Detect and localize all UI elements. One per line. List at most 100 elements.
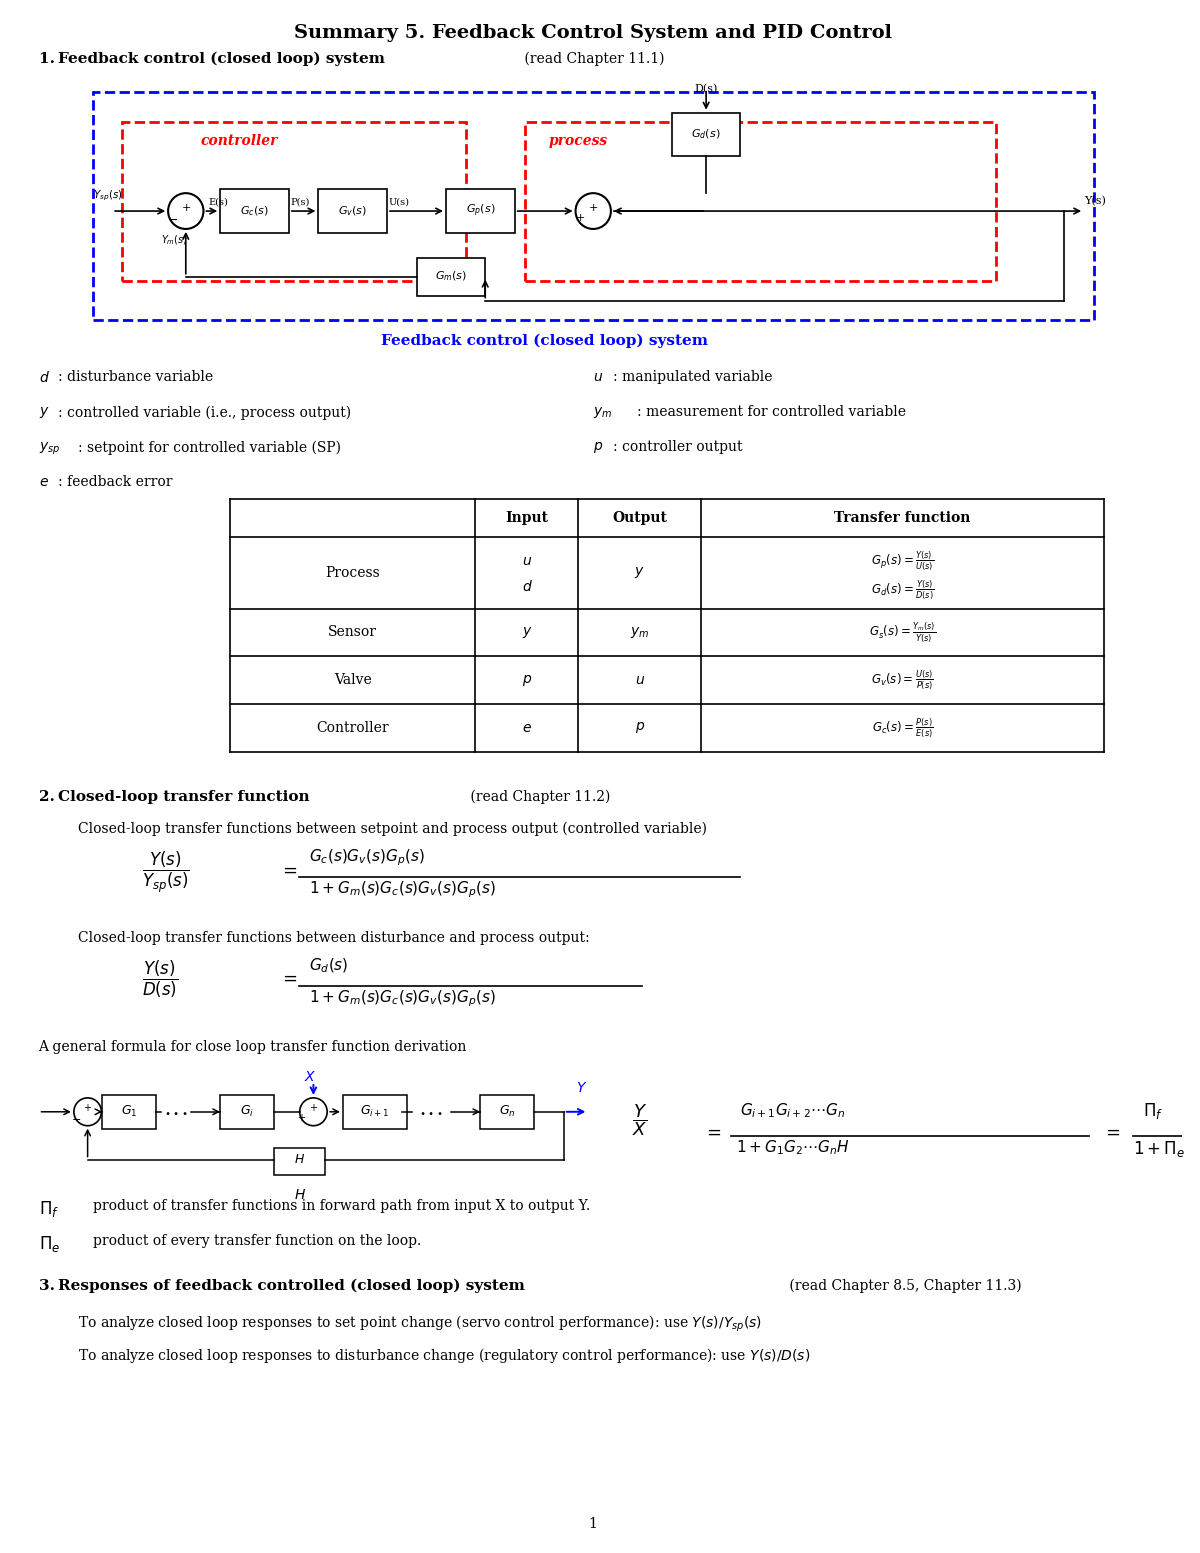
Text: $\dfrac{Y(s)}{Y_{sp}(s)}$: $\dfrac{Y(s)}{Y_{sp}(s)}$ <box>142 849 190 895</box>
Text: : measurement for controlled variable: : measurement for controlled variable <box>637 405 906 419</box>
Text: product of transfer functions in forward path from input X to output Y.: product of transfer functions in forward… <box>92 1199 589 1213</box>
Text: $G_{i+1}G_{i+2}\cdots G_n$: $G_{i+1}G_{i+2}\cdots G_n$ <box>740 1101 846 1120</box>
Text: $+$: $+$ <box>83 1103 92 1114</box>
Text: Process: Process <box>325 565 380 579</box>
FancyBboxPatch shape <box>416 258 485 295</box>
Text: $G_p(s) = \frac{Y(s)}{U(s)}$: $G_p(s) = \frac{Y(s)}{U(s)}$ <box>871 548 934 573</box>
Text: $G_m(s)$: $G_m(s)$ <box>434 270 467 284</box>
Text: : feedback error: : feedback error <box>58 475 173 489</box>
Text: $y$: $y$ <box>522 624 533 640</box>
Text: (read Chapter 11.1): (read Chapter 11.1) <box>520 51 664 67</box>
Text: A general formula for close loop transfer function derivation: A general formula for close loop transfe… <box>38 1041 467 1054</box>
FancyBboxPatch shape <box>102 1095 156 1129</box>
Text: $H$: $H$ <box>294 1188 306 1202</box>
Text: Input: Input <box>505 511 548 525</box>
Text: $y_m$: $y_m$ <box>593 405 613 421</box>
Text: $y$: $y$ <box>38 405 49 421</box>
Text: $\dfrac{Y}{X}$: $\dfrac{Y}{X}$ <box>632 1103 648 1138</box>
Text: $Y_m(s)$: $Y_m(s)$ <box>161 233 188 247</box>
Text: (read Chapter 8.5, Chapter 11.3): (read Chapter 8.5, Chapter 11.3) <box>785 1278 1021 1294</box>
FancyBboxPatch shape <box>274 1148 325 1176</box>
Text: $\bullet\bullet\bullet$: $\bullet\bullet\bullet$ <box>163 1107 188 1117</box>
Text: Controller: Controller <box>317 721 389 735</box>
Text: $+$: $+$ <box>575 211 586 222</box>
Text: U(s): U(s) <box>389 197 410 207</box>
Text: 1.: 1. <box>38 51 60 65</box>
Text: $Y_{sp}(s)$: $Y_{sp}(s)$ <box>92 189 122 203</box>
FancyBboxPatch shape <box>343 1095 407 1129</box>
Text: Feedback control (closed loop) system: Feedback control (closed loop) system <box>58 51 385 67</box>
FancyBboxPatch shape <box>220 1095 274 1129</box>
Text: $y$: $y$ <box>635 565 646 581</box>
Text: Summary 5. Feedback Control System and PID Control: Summary 5. Feedback Control System and P… <box>294 23 893 42</box>
Text: $=$: $=$ <box>703 1123 722 1141</box>
Text: $G_d(s)$: $G_d(s)$ <box>308 957 348 975</box>
Text: $Y$: $Y$ <box>576 1081 587 1095</box>
Text: $-$: $-$ <box>71 1114 80 1123</box>
Text: $u$: $u$ <box>522 554 532 568</box>
Text: $e$: $e$ <box>522 721 532 735</box>
Text: $\Pi_f$: $\Pi_f$ <box>38 1199 59 1219</box>
Text: $G_c(s)$: $G_c(s)$ <box>240 205 269 217</box>
Text: $\bullet\bullet\bullet$: $\bullet\bullet\bullet$ <box>419 1107 444 1117</box>
FancyBboxPatch shape <box>446 189 515 233</box>
Text: : setpoint for controlled variable (SP): : setpoint for controlled variable (SP) <box>78 439 341 455</box>
Text: $X$: $X$ <box>305 1070 317 1084</box>
Text: $-$: $-$ <box>168 213 179 225</box>
Text: controller: controller <box>200 135 278 149</box>
Text: $+$: $+$ <box>308 1103 318 1114</box>
FancyBboxPatch shape <box>480 1095 534 1129</box>
Text: : disturbance variable: : disturbance variable <box>58 370 214 384</box>
Text: $G_d(s) = \frac{Y(s)}{D(s)}$: $G_d(s) = \frac{Y(s)}{D(s)}$ <box>871 579 934 603</box>
Text: $H$: $H$ <box>294 1152 305 1166</box>
Text: $G_s(s) = \frac{Y_m(s)}{Y(s)}$: $G_s(s) = \frac{Y_m(s)}{Y(s)}$ <box>869 620 936 644</box>
Text: $1+G_1G_2\cdots G_n H$: $1+G_1G_2\cdots G_n H$ <box>736 1138 850 1157</box>
Text: $G_d(s)$: $G_d(s)$ <box>691 127 721 141</box>
Text: Feedback control (closed loop) system: Feedback control (closed loop) system <box>380 334 708 348</box>
Text: $G_{i+1}$: $G_{i+1}$ <box>360 1104 390 1120</box>
Text: $p$: $p$ <box>522 672 532 688</box>
Text: $y_m$: $y_m$ <box>630 624 649 640</box>
Text: (read Chapter 11.2): (read Chapter 11.2) <box>466 789 610 804</box>
Text: Output: Output <box>612 511 667 525</box>
FancyBboxPatch shape <box>318 189 388 233</box>
Text: $1+\Pi_e$: $1+\Pi_e$ <box>1133 1138 1186 1159</box>
Text: D(s): D(s) <box>695 84 718 95</box>
Text: $d$: $d$ <box>38 370 49 385</box>
Text: $+$: $+$ <box>298 1112 306 1123</box>
Text: Closed-loop transfer function: Closed-loop transfer function <box>58 789 310 803</box>
Text: $+$: $+$ <box>588 202 599 213</box>
Text: E(s): E(s) <box>209 197 228 207</box>
Text: : controlled variable (i.e., process output): : controlled variable (i.e., process out… <box>58 405 352 419</box>
Text: $d$: $d$ <box>522 579 533 595</box>
Text: $p$: $p$ <box>635 721 644 736</box>
Text: $\Pi_f$: $\Pi_f$ <box>1144 1101 1163 1121</box>
Text: : manipulated variable: : manipulated variable <box>613 370 773 384</box>
Text: Closed-loop transfer functions between disturbance and process output:: Closed-loop transfer functions between d… <box>78 930 589 944</box>
Text: $u$: $u$ <box>635 672 644 686</box>
Text: 2.: 2. <box>38 789 60 803</box>
Text: $=$: $=$ <box>280 969 298 986</box>
Text: Valve: Valve <box>334 672 372 686</box>
Text: : controller output: : controller output <box>613 439 743 453</box>
Text: Y(s): Y(s) <box>1084 196 1106 207</box>
Text: $G_i$: $G_i$ <box>240 1104 254 1120</box>
Text: $1+G_m(s)G_c(s)G_v(s)G_p(s)$: $1+G_m(s)G_c(s)G_v(s)G_p(s)$ <box>308 988 496 1009</box>
Text: Transfer function: Transfer function <box>834 511 971 525</box>
Text: 3.: 3. <box>38 1278 60 1294</box>
Text: Closed-loop transfer functions between setpoint and process output (controlled v: Closed-loop transfer functions between s… <box>78 822 707 836</box>
Text: To analyze closed loop responses to set point change (servo control performance): To analyze closed loop responses to set … <box>78 1314 762 1334</box>
Text: $e$: $e$ <box>38 475 48 489</box>
Text: Responses of feedback controlled (closed loop) system: Responses of feedback controlled (closed… <box>58 1278 526 1294</box>
Text: $=$: $=$ <box>1102 1123 1121 1141</box>
Text: $G_p(s)$: $G_p(s)$ <box>466 203 496 219</box>
Text: $u$: $u$ <box>593 370 604 384</box>
Text: $y_{sp}$: $y_{sp}$ <box>38 439 60 457</box>
Text: $G_1$: $G_1$ <box>121 1104 138 1120</box>
Text: $G_c(s)G_v(s)G_p(s)$: $G_c(s)G_v(s)G_p(s)$ <box>308 848 425 868</box>
Text: $G_v(s)$: $G_v(s)$ <box>338 205 367 217</box>
Text: 1: 1 <box>589 1517 598 1531</box>
Text: To analyze closed loop responses to disturbance change (regulatory control perfo: To analyze closed loop responses to dist… <box>78 1345 810 1365</box>
Text: $G_n$: $G_n$ <box>499 1104 516 1120</box>
Text: P(s): P(s) <box>290 197 311 207</box>
